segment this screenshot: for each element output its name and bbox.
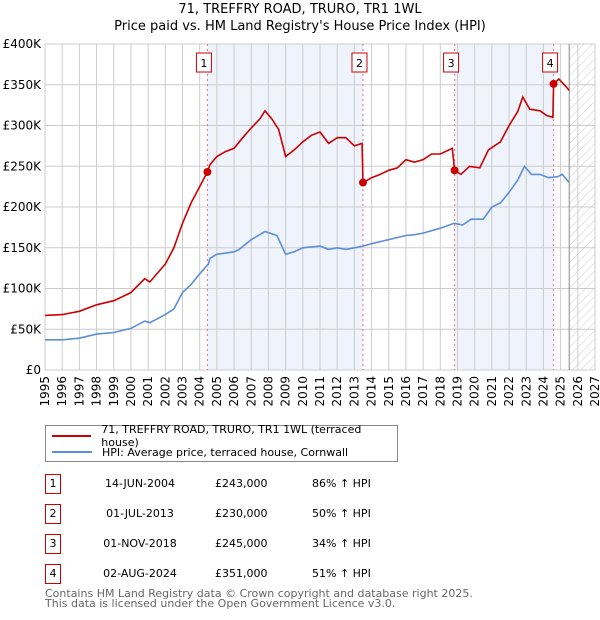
legend-hpi-swatch xyxy=(52,451,92,453)
sale-marker-number: 4 xyxy=(45,564,61,584)
sale-hpi-change: 51% ↑ HPI xyxy=(312,567,371,580)
sale-label-number: 4 xyxy=(547,57,554,70)
y-tick-label: £100K xyxy=(3,282,43,296)
y-tick-label: £50K xyxy=(10,322,42,336)
x-tick-label: 2015 xyxy=(382,376,396,407)
y-tick-label: £250K xyxy=(3,159,43,173)
sale-marker-number: 1 xyxy=(45,474,61,494)
footer-licence: This data is licensed under the Open Gov… xyxy=(45,597,396,610)
x-tick-label: 1999 xyxy=(107,376,121,407)
y-tick-label: £300K xyxy=(3,119,43,133)
sale-hpi-change: 50% ↑ HPI xyxy=(312,507,371,520)
x-tick-label: 2009 xyxy=(279,376,293,407)
x-tick-label: 2005 xyxy=(210,376,224,407)
x-tick-label: 2002 xyxy=(158,376,172,407)
x-tick-label: 2010 xyxy=(296,376,310,407)
x-tick-label: 2017 xyxy=(416,376,430,407)
sale-label-number: 3 xyxy=(448,57,455,70)
x-tick-label: 2000 xyxy=(124,376,138,407)
sale-hpi-change: 86% ↑ HPI xyxy=(312,477,371,490)
sale-point xyxy=(203,167,212,176)
sale-label-box xyxy=(195,52,212,73)
x-tick-label: 2019 xyxy=(451,376,465,407)
sale-point xyxy=(549,79,558,88)
chart-title: 71, TREFFRY ROAD, TRURO, TR1 1WL xyxy=(178,2,422,17)
footer-copyright: Contains HM Land Registry data © Crown c… xyxy=(45,587,473,600)
legend: 71, TREFFRY ROAD, TRURO, TR1 1WL (terrac… xyxy=(45,423,398,462)
y-tick-label: £200K xyxy=(3,200,43,214)
y-tick-label: £350K xyxy=(3,78,43,92)
sale-label-box xyxy=(351,52,368,73)
x-tick-label: 2022 xyxy=(502,376,516,407)
legend-hpi-label: HPI: Average price, terraced house, Corn… xyxy=(102,445,349,459)
x-tick-label: 2011 xyxy=(313,376,327,407)
legend-property-label: 71, TREFFRY ROAD, TRURO, TR1 1WL (terrac… xyxy=(101,423,362,449)
chart-subtitle: Price paid vs. HM Land Registry's House … xyxy=(114,19,486,34)
sale-date: 01-JUL-2013 xyxy=(106,507,174,520)
sale-marker-number: 3 xyxy=(45,534,61,554)
sale-date: 02-AUG-2024 xyxy=(103,567,177,580)
x-tick-label: 2014 xyxy=(365,376,379,407)
x-tick-label: 2026 xyxy=(571,376,585,407)
footer: Contains HM Land Registry data © Crown c… xyxy=(45,587,473,610)
x-tick-label: 2006 xyxy=(227,376,241,407)
x-tick-label: 2003 xyxy=(176,376,190,407)
sale-hpi-change: 34% ↑ HPI xyxy=(312,537,371,550)
sale-price: £245,000 xyxy=(215,537,268,550)
sale-price: £351,000 xyxy=(215,567,268,580)
x-tick-label: 2013 xyxy=(347,376,361,407)
property-series-line xyxy=(44,77,570,317)
x-tick-label: 1995 xyxy=(38,376,52,407)
sale-marker-number: 2 xyxy=(45,504,61,524)
x-tick-label: 2025 xyxy=(554,376,568,407)
x-tick-label: 2020 xyxy=(468,376,482,407)
x-tick-label: 2023 xyxy=(519,376,533,407)
sale-price: £230,000 xyxy=(215,507,268,520)
x-tick-label: 2001 xyxy=(141,376,155,407)
x-tick-label: 2024 xyxy=(536,376,550,407)
sale-point xyxy=(358,178,367,187)
sale-price: £243,000 xyxy=(215,477,268,490)
x-tick-label: 1997 xyxy=(72,376,86,407)
y-tick-label: £150K xyxy=(3,241,43,255)
hpi-series-line xyxy=(45,164,570,341)
y-tick-label: £0 xyxy=(26,363,41,377)
plot-border xyxy=(44,43,596,371)
x-tick-label: 2027 xyxy=(588,376,600,407)
x-tick-label: 2018 xyxy=(433,376,447,407)
x-tick-label: 2021 xyxy=(485,376,499,407)
x-tick-label: 2016 xyxy=(399,376,413,407)
x-tick-label: 1998 xyxy=(90,376,104,407)
x-tick-label: 2012 xyxy=(330,376,344,407)
x-tick-label: 2004 xyxy=(193,376,207,407)
x-tick-label: 2008 xyxy=(261,376,275,407)
sale-label-number: 1 xyxy=(200,57,207,70)
y-tick-label: £400K xyxy=(3,37,43,51)
sale-point xyxy=(450,166,459,175)
x-tick-label: 2007 xyxy=(244,376,258,407)
sale-label-box xyxy=(542,52,559,73)
sale-date: 01-NOV-2018 xyxy=(103,537,177,550)
sale-date: 14-JUN-2004 xyxy=(104,477,176,490)
price-chart: £0 £50K £100K £150K £200K £250K £300K £350K £400… xyxy=(3,37,600,407)
legend-property-swatch xyxy=(52,435,92,437)
sale-label-box xyxy=(443,52,460,73)
x-tick-label: 1996 xyxy=(55,376,69,407)
sale-label-number: 2 xyxy=(356,57,363,70)
